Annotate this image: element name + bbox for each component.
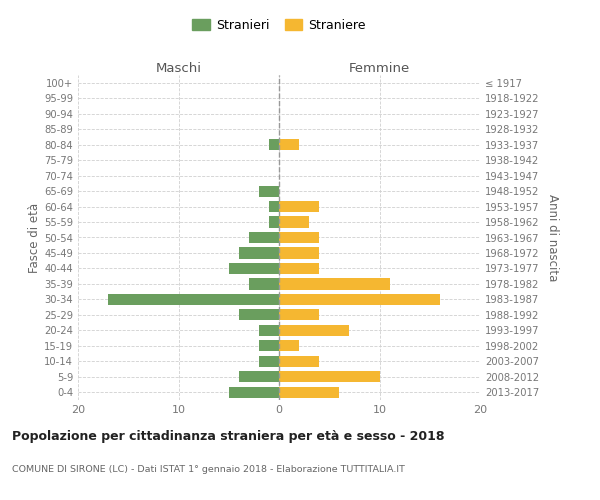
Bar [279, 340, 299, 351]
Bar [279, 371, 380, 382]
Bar [269, 139, 279, 150]
Bar [239, 371, 279, 382]
Bar [259, 340, 279, 351]
Bar [279, 248, 319, 258]
Bar [249, 232, 279, 243]
Bar [108, 294, 279, 305]
Bar [279, 278, 389, 289]
Bar [279, 232, 319, 243]
Text: Maschi: Maschi [155, 62, 202, 75]
Text: Femmine: Femmine [349, 62, 410, 75]
Bar [279, 356, 319, 367]
Bar [229, 263, 279, 274]
Bar [279, 201, 319, 212]
Bar [259, 356, 279, 367]
Bar [279, 263, 319, 274]
Y-axis label: Anni di nascita: Anni di nascita [546, 194, 559, 281]
Bar [239, 310, 279, 320]
Bar [279, 386, 340, 398]
Bar [249, 278, 279, 289]
Bar [229, 386, 279, 398]
Bar [259, 325, 279, 336]
Text: COMUNE DI SIRONE (LC) - Dati ISTAT 1° gennaio 2018 - Elaborazione TUTTITALIA.IT: COMUNE DI SIRONE (LC) - Dati ISTAT 1° ge… [12, 465, 405, 474]
Bar [269, 201, 279, 212]
Bar [279, 139, 299, 150]
Bar [279, 294, 440, 305]
Legend: Stranieri, Straniere: Stranieri, Straniere [187, 14, 371, 37]
Text: Popolazione per cittadinanza straniera per età e sesso - 2018: Popolazione per cittadinanza straniera p… [12, 430, 445, 443]
Y-axis label: Fasce di età: Fasce di età [28, 202, 41, 272]
Bar [259, 186, 279, 196]
Bar [279, 310, 319, 320]
Bar [279, 325, 349, 336]
Bar [269, 216, 279, 228]
Bar [239, 248, 279, 258]
Bar [279, 216, 309, 228]
